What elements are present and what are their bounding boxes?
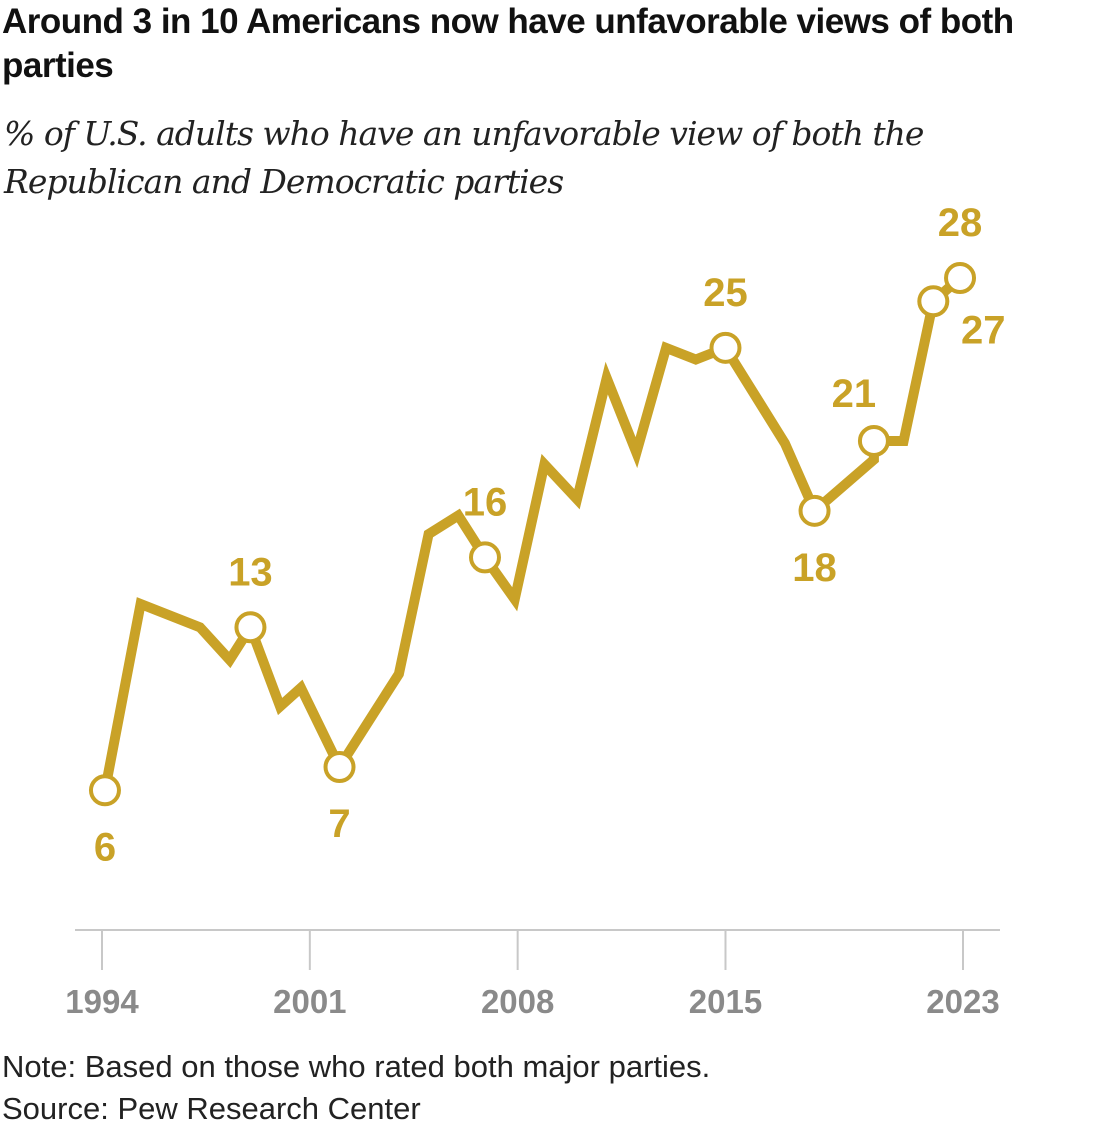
data-point-marker [234,611,267,644]
data-point-marker [857,425,890,457]
data-label: 27 [961,308,1006,352]
data-point-marker [944,262,977,294]
chart-title: Around 3 in 10 Americans now have unfavo… [2,2,1014,85]
x-tick-label: 2008 [481,983,554,1020]
data-label: 7 [328,802,350,846]
data-label: 21 [832,372,877,416]
data-point-marker [88,774,121,807]
data-label: 13 [228,550,273,594]
line-chart: 1994 2001 2008 2015 2023 6 13 7 16 25 18 21 27 28 [65,201,1006,1020]
data-point-marker [323,751,356,783]
x-tick-label: 2023 [926,983,999,1020]
data-point-marker [468,541,501,574]
chart-note: Note: Based on those who rated both majo… [2,1049,711,1084]
data-point-marker [798,494,831,527]
x-tick-label: 2001 [273,983,346,1020]
series-line [100,274,964,792]
chart-footer: Note: Based on those who rated both majo… [2,1046,710,1130]
data-label: 18 [792,546,837,590]
chart-subtitle: % of U.S. adults who have an unfavorable… [4,114,924,201]
data-label: 6 [94,825,116,869]
data-label: 25 [703,271,748,315]
x-tick-label: 1994 [65,983,139,1020]
data-point-marker [917,285,950,318]
data-label: 16 [463,480,508,524]
chart-source: Source: Pew Research Center [2,1091,421,1126]
x-tick-label: 2015 [689,983,762,1020]
data-label: 28 [938,201,983,245]
data-point-marker [709,331,742,364]
